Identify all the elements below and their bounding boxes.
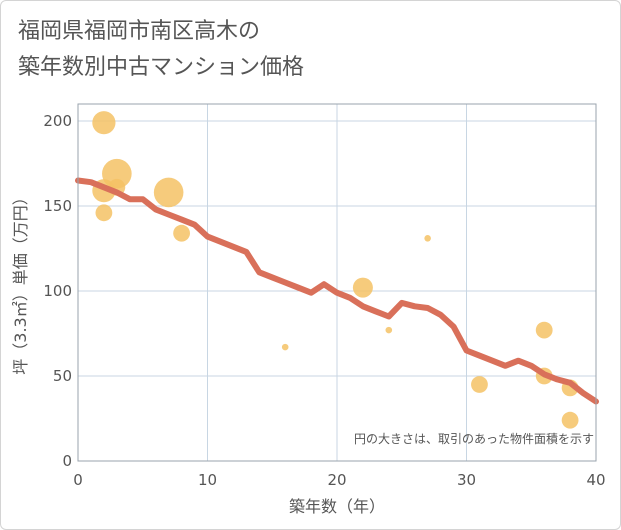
bubble-point xyxy=(535,321,553,339)
bubble-size-note: 円の大きさは、取引のあった物件面積を示す xyxy=(354,431,594,446)
bubble-point xyxy=(385,326,393,334)
y-tick-label: 150 xyxy=(43,197,72,215)
grid-lines xyxy=(78,104,596,461)
x-tick-label: 10 xyxy=(198,471,217,489)
bubble-point xyxy=(561,411,579,429)
bubble-point xyxy=(102,158,132,189)
bubble-point xyxy=(153,177,184,208)
x-tick-label: 40 xyxy=(586,471,605,489)
y-tick-label: 0 xyxy=(62,452,72,470)
x-axis-ticks: 0 10 20 30 40 xyxy=(73,471,605,489)
bubble-point xyxy=(281,343,289,351)
x-axis-title: 築年数（年） xyxy=(289,497,385,516)
chart-title-line-1: 福岡県福岡市南区高木の xyxy=(18,19,261,44)
y-tick-label: 100 xyxy=(43,282,72,300)
x-tick-label: 0 xyxy=(73,471,83,489)
bubble-point xyxy=(95,204,113,222)
plot-border xyxy=(77,103,597,462)
chart-title-line-2: 築年数別中古マンション価格 xyxy=(18,55,305,80)
y-tick-label: 200 xyxy=(43,112,72,130)
bubble-point xyxy=(352,277,373,298)
x-tick-label: 30 xyxy=(457,471,476,489)
y-tick-label: 50 xyxy=(53,367,72,385)
bubble-point xyxy=(471,376,488,393)
bubble-series xyxy=(92,111,579,429)
y-axis-ticks: 0 50 100 150 200 xyxy=(43,112,72,470)
bubble-point xyxy=(424,235,431,242)
bubble-point xyxy=(92,111,116,135)
y-axis-title: 坪（3.3㎡）単価（万円） xyxy=(11,189,30,374)
chart-title: 福岡県福岡市南区高木の 築年数別中古マンション価格 xyxy=(18,14,304,86)
trend-line xyxy=(75,177,599,405)
bubble-point xyxy=(173,224,191,242)
x-tick-label: 20 xyxy=(327,471,346,489)
